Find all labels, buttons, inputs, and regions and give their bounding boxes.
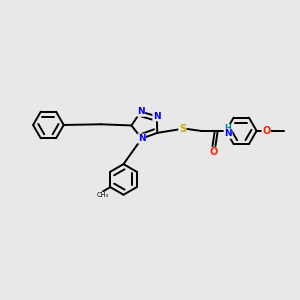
Text: S: S	[179, 124, 186, 134]
Text: H: H	[225, 124, 232, 133]
Text: O: O	[262, 126, 270, 136]
Text: N: N	[137, 107, 145, 116]
Text: N: N	[138, 134, 146, 143]
Text: N: N	[153, 112, 160, 121]
Text: N: N	[224, 129, 232, 138]
Text: O: O	[209, 147, 218, 158]
Text: CH₃: CH₃	[96, 192, 108, 198]
